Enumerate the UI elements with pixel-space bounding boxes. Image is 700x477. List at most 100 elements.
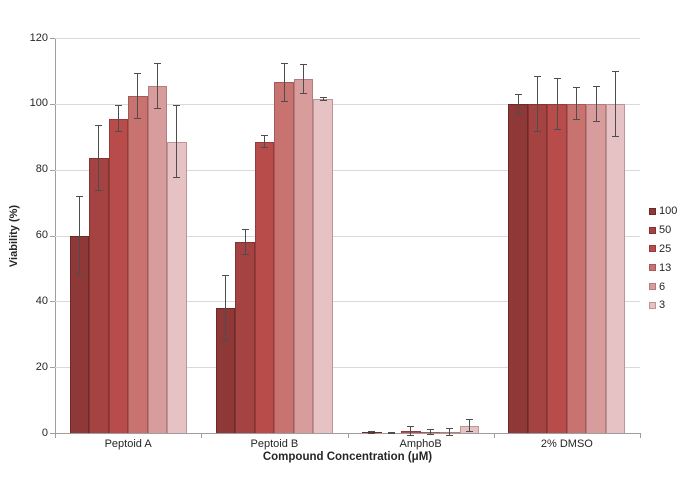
error-bar-amphob-6	[446, 428, 454, 436]
y-tick-mark-40	[50, 301, 55, 303]
plot-area	[55, 38, 640, 436]
y-tick-mark-60	[50, 235, 55, 237]
error-bar-stem	[225, 276, 227, 340]
legend-item-25: 25	[649, 240, 677, 259]
bar-peptoid-b-25	[254, 141, 275, 433]
gridline-100	[55, 103, 640, 105]
legend-marker-icon	[649, 226, 656, 234]
error-bar-2-dmso-13	[573, 87, 581, 121]
legend-marker-icon	[649, 245, 656, 253]
category-label-amphob: AmphoB	[399, 438, 442, 450]
gridline-120	[55, 38, 640, 39]
y-tick-label-100: 100	[29, 97, 48, 110]
bar-peptoid-a-50	[89, 158, 109, 433]
legend-marker-icon	[649, 301, 656, 309]
error-bar-stem	[537, 76, 539, 131]
error-bar-peptoid-a-25	[114, 105, 122, 132]
y-tick-label-60: 60	[35, 229, 48, 241]
error-bar-2-dmso-25	[553, 77, 561, 131]
error-bar-stem	[517, 94, 519, 113]
error-bar-amphob-3	[465, 419, 473, 433]
error-bar-peptoid-b-13	[280, 62, 288, 103]
category-label-peptoid-a: Peptoid A	[104, 438, 152, 450]
y-tick-mark-0	[50, 433, 55, 434]
bar-peptoid-a-25	[108, 118, 129, 433]
error-bar-stem	[468, 420, 470, 432]
x-tick-mark-4	[640, 434, 641, 438]
bar-peptoid-a-6	[147, 85, 168, 433]
y-tick-mark-20	[50, 367, 55, 369]
error-bar-stem	[429, 429, 431, 435]
bar-2-dmso-13	[566, 103, 587, 433]
error-bar-stem	[137, 73, 139, 118]
error-bar-2-dmso-100	[514, 93, 522, 114]
legend-item-13: 13	[649, 258, 677, 277]
error-bar-stem	[156, 63, 158, 108]
legend-label: 3	[659, 299, 666, 312]
bar-peptoid-b-50	[235, 242, 255, 433]
error-bar-peptoid-b-100	[222, 275, 230, 341]
error-bar-peptoid-a-3	[173, 105, 181, 178]
error-bar-stem	[264, 136, 266, 148]
bar-2-dmso-50	[527, 103, 548, 433]
error-bar-2-dmso-50	[534, 75, 542, 132]
error-bar-stem	[244, 229, 246, 255]
legend-item-50: 50	[649, 221, 677, 240]
error-bar-stem	[322, 97, 324, 101]
error-bar-stem	[595, 86, 597, 121]
error-bar-amphob-50	[387, 432, 395, 435]
gridline-80	[55, 169, 640, 171]
error-bar-peptoid-b-3	[319, 96, 327, 102]
error-bar-stem	[556, 78, 558, 130]
x-tick-mark-3	[493, 434, 495, 438]
error-bar-stem	[303, 65, 305, 93]
error-bar-2-dmso-3	[612, 70, 620, 137]
bar-peptoid-a-13	[128, 95, 148, 433]
gridline-60	[55, 235, 640, 237]
x-axis-line	[55, 433, 641, 434]
error-bar-amphob-25	[407, 426, 415, 436]
y-tick-mark-100	[50, 103, 55, 105]
legend-marker-icon	[649, 264, 656, 272]
bar-2-dmso-3	[605, 103, 626, 433]
error-bar-amphob-100	[368, 431, 376, 434]
y-tick-mark-80	[50, 169, 55, 171]
y-tick-mark-120	[50, 38, 55, 39]
error-bar-amphob-13	[426, 428, 434, 436]
legend-label: 25	[659, 242, 672, 255]
error-bar-stem	[98, 126, 100, 191]
y-tick-label-20: 20	[35, 360, 48, 373]
legend-item-6: 6	[649, 277, 677, 296]
bar-peptoid-a-3	[167, 141, 187, 433]
bar-peptoid-b-3	[313, 98, 333, 433]
error-bar-peptoid-b-50	[241, 228, 249, 256]
error-bar-stem	[615, 71, 617, 136]
error-bar-peptoid-b-6	[300, 64, 308, 94]
bar-peptoid-b-13	[274, 82, 294, 433]
legend-label: 6	[659, 280, 666, 293]
legend-item-100: 100	[649, 202, 677, 221]
error-bar-2-dmso-6	[592, 85, 600, 122]
x-tick-mark-1	[201, 434, 203, 438]
error-bar-stem	[78, 197, 80, 274]
bar-2-dmso-25	[547, 103, 567, 433]
legend-label: 13	[659, 261, 672, 274]
legend-item-3: 3	[649, 296, 677, 315]
error-bar-stem	[283, 63, 285, 102]
error-bar-peptoid-a-50	[95, 125, 103, 192]
error-bar-stem	[371, 432, 373, 433]
legend-marker-icon	[649, 283, 656, 291]
legend: 100 50 25 13 6 3	[649, 202, 677, 315]
error-bar-peptoid-b-25	[261, 135, 269, 149]
x-tick-mark-0	[55, 434, 56, 438]
bar-peptoid-b-6	[293, 79, 314, 433]
category-label-2-dmso: 2% DMSO	[540, 438, 593, 450]
y-tick-label-80: 80	[35, 163, 48, 176]
error-bar-peptoid-a-6	[153, 62, 161, 109]
legend-label: 50	[659, 224, 672, 237]
bar-2-dmso-100	[508, 103, 528, 433]
y-axis-title: Viability (%)	[8, 204, 20, 268]
error-bar-stem	[449, 429, 451, 435]
bar-2-dmso-6	[586, 103, 606, 433]
gridline-40	[55, 301, 640, 303]
